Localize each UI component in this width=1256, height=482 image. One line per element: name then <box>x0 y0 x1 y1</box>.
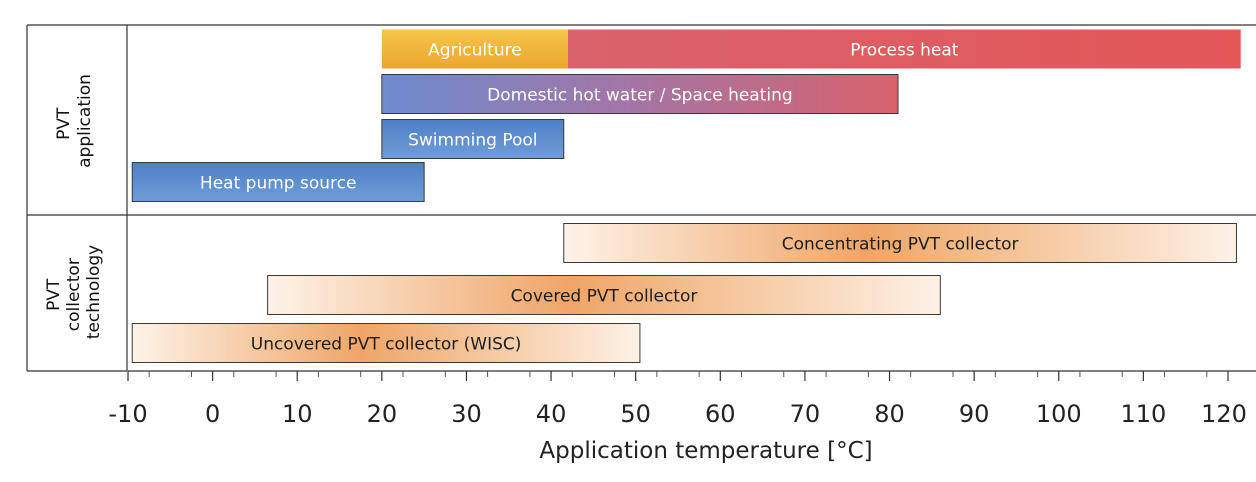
x-axis: -10 0 10 20 30 40 50 60 70 80 90 100 110 120 <box>108 370 1256 428</box>
x-tick-label: 110 <box>1120 400 1166 428</box>
x-tick-label: 70 <box>790 400 821 428</box>
x-tick-label: 50 <box>620 400 651 428</box>
group-label-technology: PVT collector technology <box>44 245 104 339</box>
range-bars: Agriculture Process heat Domestic hot wate… <box>131 29 1241 363</box>
x-tick-label: 0 <box>205 400 220 428</box>
bar-domestic-hot-water-space-heating <box>381 74 899 114</box>
bar-label-domestic-hot-water-space-heating: Domestic hot water / Space heating <box>487 86 793 106</box>
bar-label-swimming-pool: Swimming Pool <box>408 131 537 151</box>
bar-label-agriculture: Agriculture <box>428 41 522 61</box>
group-label-application-line-2: application <box>75 74 95 168</box>
bar-process-heat <box>568 29 1241 69</box>
bar-label-heat-pump-source: Heat pump source <box>200 174 357 194</box>
x-tick-label: 40 <box>536 400 567 428</box>
x-tick-label: 30 <box>451 400 482 428</box>
x-axis-label: Application temperature [°C] <box>539 438 872 464</box>
bar-uncovered-pvt-collector-wisc <box>131 323 641 363</box>
bar-label-process-heat: Process heat <box>850 41 959 61</box>
bar-label-uncovered-pvt-collector-wisc: Uncovered PVT collector (WISC) <box>251 335 522 355</box>
x-tick-label: 100 <box>1036 400 1082 428</box>
x-tick-label: -10 <box>108 400 147 428</box>
bar-concentrating-pvt-collector <box>563 223 1237 263</box>
group-label-application-line-1: PVT <box>54 107 74 140</box>
group-label-application: PVT application <box>54 74 95 168</box>
bar-agriculture <box>381 29 568 69</box>
x-tick-label: 90 <box>959 400 990 428</box>
x-tick-label: 120 <box>1201 400 1247 428</box>
group-label-technology-line-2: collector <box>64 258 84 331</box>
x-tick-label: 10 <box>282 400 313 428</box>
bar-swimming-pool <box>381 119 565 159</box>
x-tick-label: 20 <box>367 400 398 428</box>
group-label-technology-line-1: PVT <box>44 278 64 311</box>
bar-covered-pvt-collector <box>267 275 941 315</box>
x-tick-label: 80 <box>874 400 905 428</box>
bar-label-covered-pvt-collector: Covered PVT collector <box>511 287 698 307</box>
group-label-technology-line-3: technology <box>84 245 104 339</box>
bar-heat-pump-source <box>131 162 425 202</box>
bar-label-concentrating-pvt-collector: Concentrating PVT collector <box>782 235 1019 255</box>
x-tick-label: 60 <box>705 400 736 428</box>
